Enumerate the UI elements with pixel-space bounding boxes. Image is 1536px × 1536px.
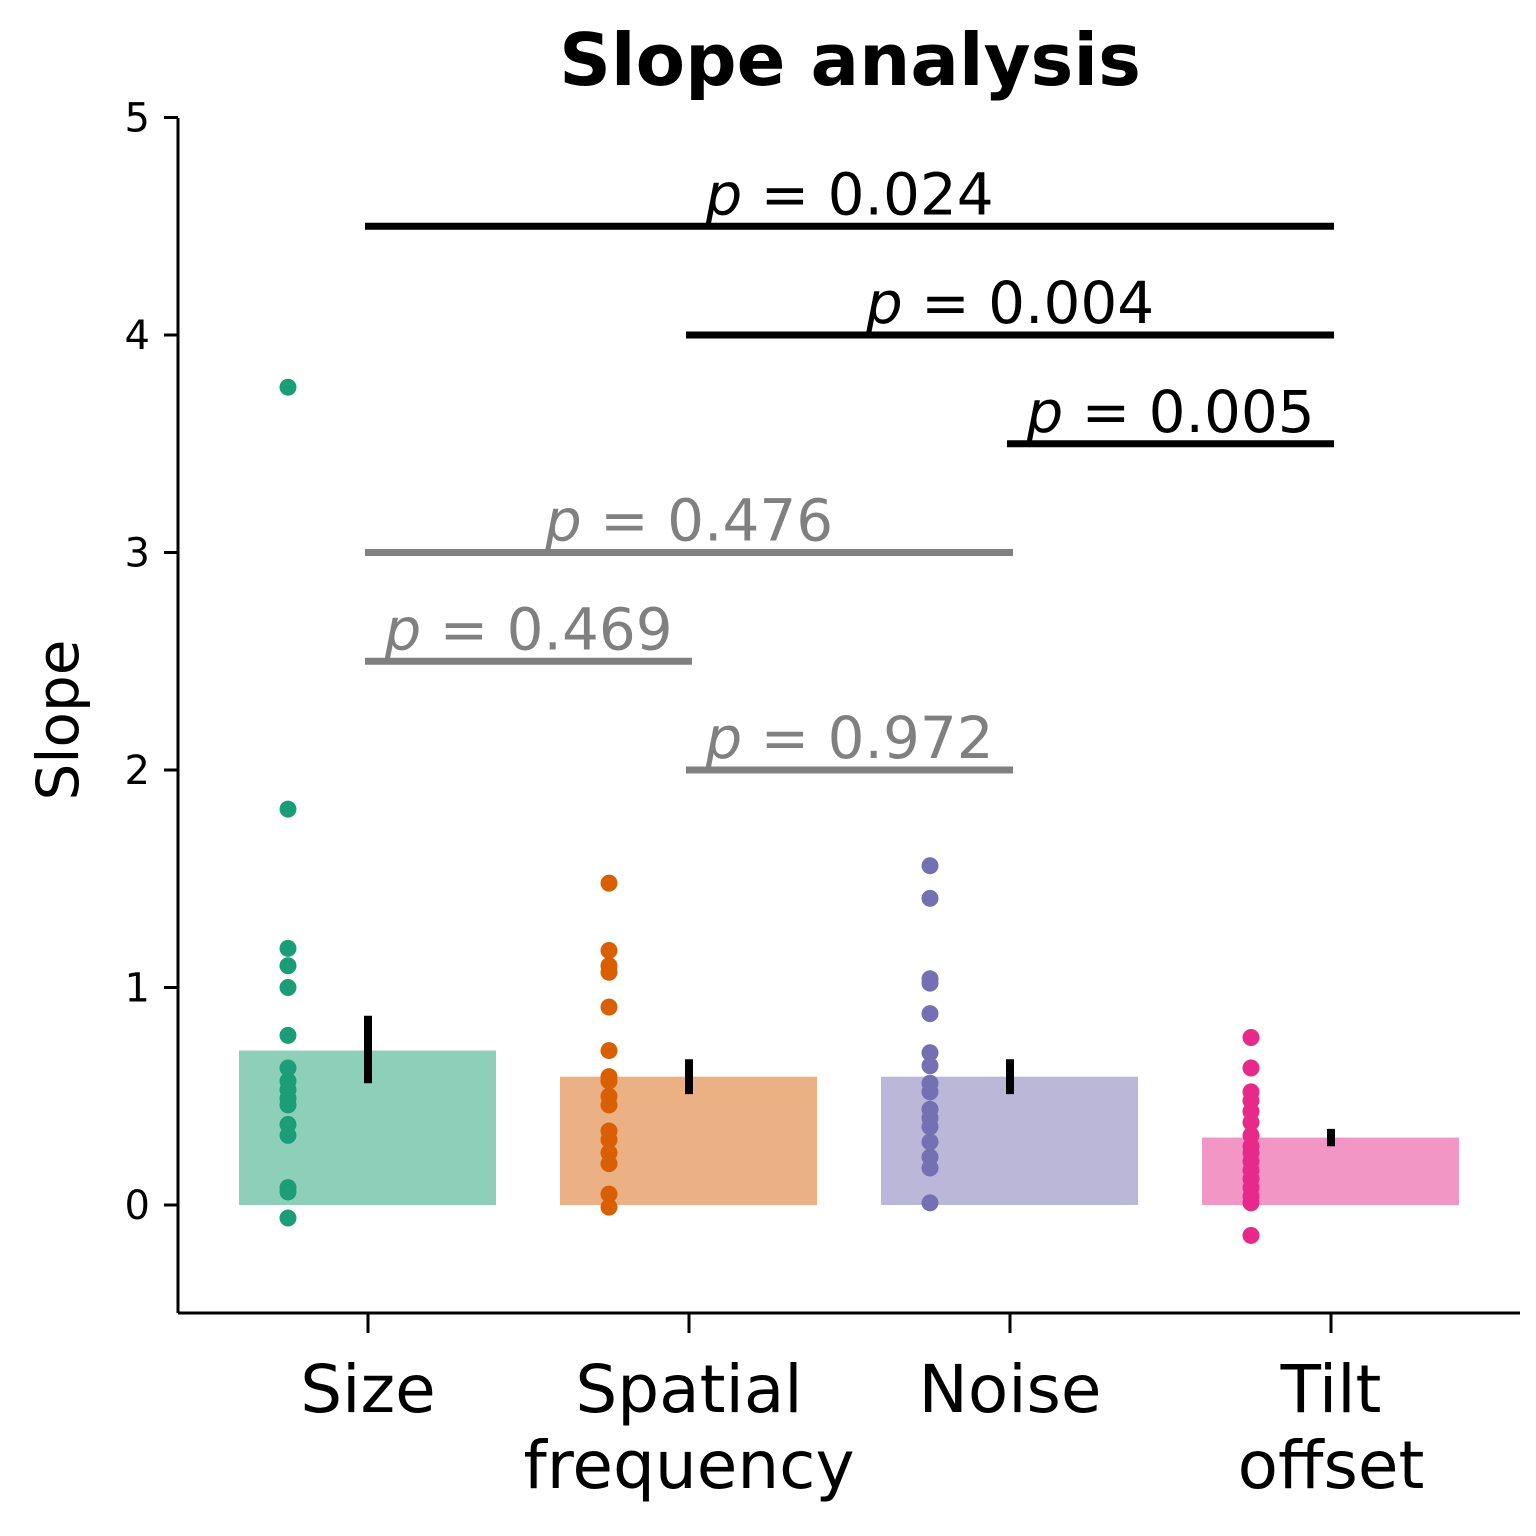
p-value-label: p = 0.004 xyxy=(865,269,1154,337)
bar xyxy=(881,1076,1138,1205)
data-point xyxy=(600,874,618,892)
data-point xyxy=(279,1183,297,1201)
bar xyxy=(560,1076,817,1205)
data-point xyxy=(921,1057,939,1075)
data-point xyxy=(600,1096,618,1114)
data-point xyxy=(921,1083,939,1101)
y-tick-label: 1 xyxy=(125,966,150,1012)
data-point xyxy=(1242,1226,1260,1244)
chart-title: Slope analysis xyxy=(559,18,1141,102)
p-value-label: p = 0.476 xyxy=(544,487,833,555)
y-tick-label: 3 xyxy=(125,531,150,577)
data-point xyxy=(921,1005,939,1023)
data-point xyxy=(600,1131,618,1149)
data-point xyxy=(279,979,297,996)
y-tick-label: 5 xyxy=(125,96,150,142)
data-point xyxy=(921,1133,939,1151)
data-point xyxy=(279,1126,297,1144)
data-point xyxy=(600,1185,618,1203)
data-point xyxy=(1242,1113,1260,1131)
data-point xyxy=(600,1155,618,1173)
data-point xyxy=(279,1096,297,1114)
data-point xyxy=(600,1072,618,1090)
data-point xyxy=(921,1194,939,1212)
y-tick-label: 2 xyxy=(125,748,150,794)
data-point xyxy=(279,1209,297,1227)
x-tick-label: Spatial xyxy=(575,1351,802,1428)
x-tick-label: offset xyxy=(1238,1427,1425,1504)
x-tick-label: Noise xyxy=(918,1351,1101,1428)
data-point xyxy=(600,963,618,981)
data-point xyxy=(279,1026,297,1044)
data-point xyxy=(279,957,297,975)
data-point xyxy=(600,942,618,960)
data-point xyxy=(921,1159,939,1177)
p-value-label: p = 0.469 xyxy=(383,595,672,663)
data-point xyxy=(600,1198,618,1216)
data-point xyxy=(921,1044,939,1062)
data-point xyxy=(1242,1029,1260,1047)
data-point xyxy=(279,800,297,818)
data-point xyxy=(921,1118,939,1136)
x-tick-label: Size xyxy=(300,1351,435,1428)
data-point xyxy=(1242,1194,1260,1212)
data-point xyxy=(279,378,297,396)
y-tick-label: 4 xyxy=(125,313,150,359)
data-point xyxy=(921,889,939,907)
p-value-label: p = 0.024 xyxy=(704,160,993,228)
x-tick-label: Tilt xyxy=(1280,1351,1382,1428)
data-point xyxy=(600,998,618,1016)
y-axis-label: Slope xyxy=(24,640,92,801)
data-point xyxy=(279,939,297,957)
bar xyxy=(1202,1137,1459,1205)
data-point xyxy=(921,974,939,992)
p-value-label: p = 0.972 xyxy=(704,704,993,772)
data-point xyxy=(921,857,939,875)
data-point xyxy=(600,1042,618,1060)
x-tick-label: frequency xyxy=(523,1427,854,1504)
data-point xyxy=(1242,1059,1260,1077)
data-point xyxy=(279,1059,297,1077)
y-tick-label: 0 xyxy=(125,1183,150,1229)
p-value-label: p = 0.005 xyxy=(1025,378,1314,446)
